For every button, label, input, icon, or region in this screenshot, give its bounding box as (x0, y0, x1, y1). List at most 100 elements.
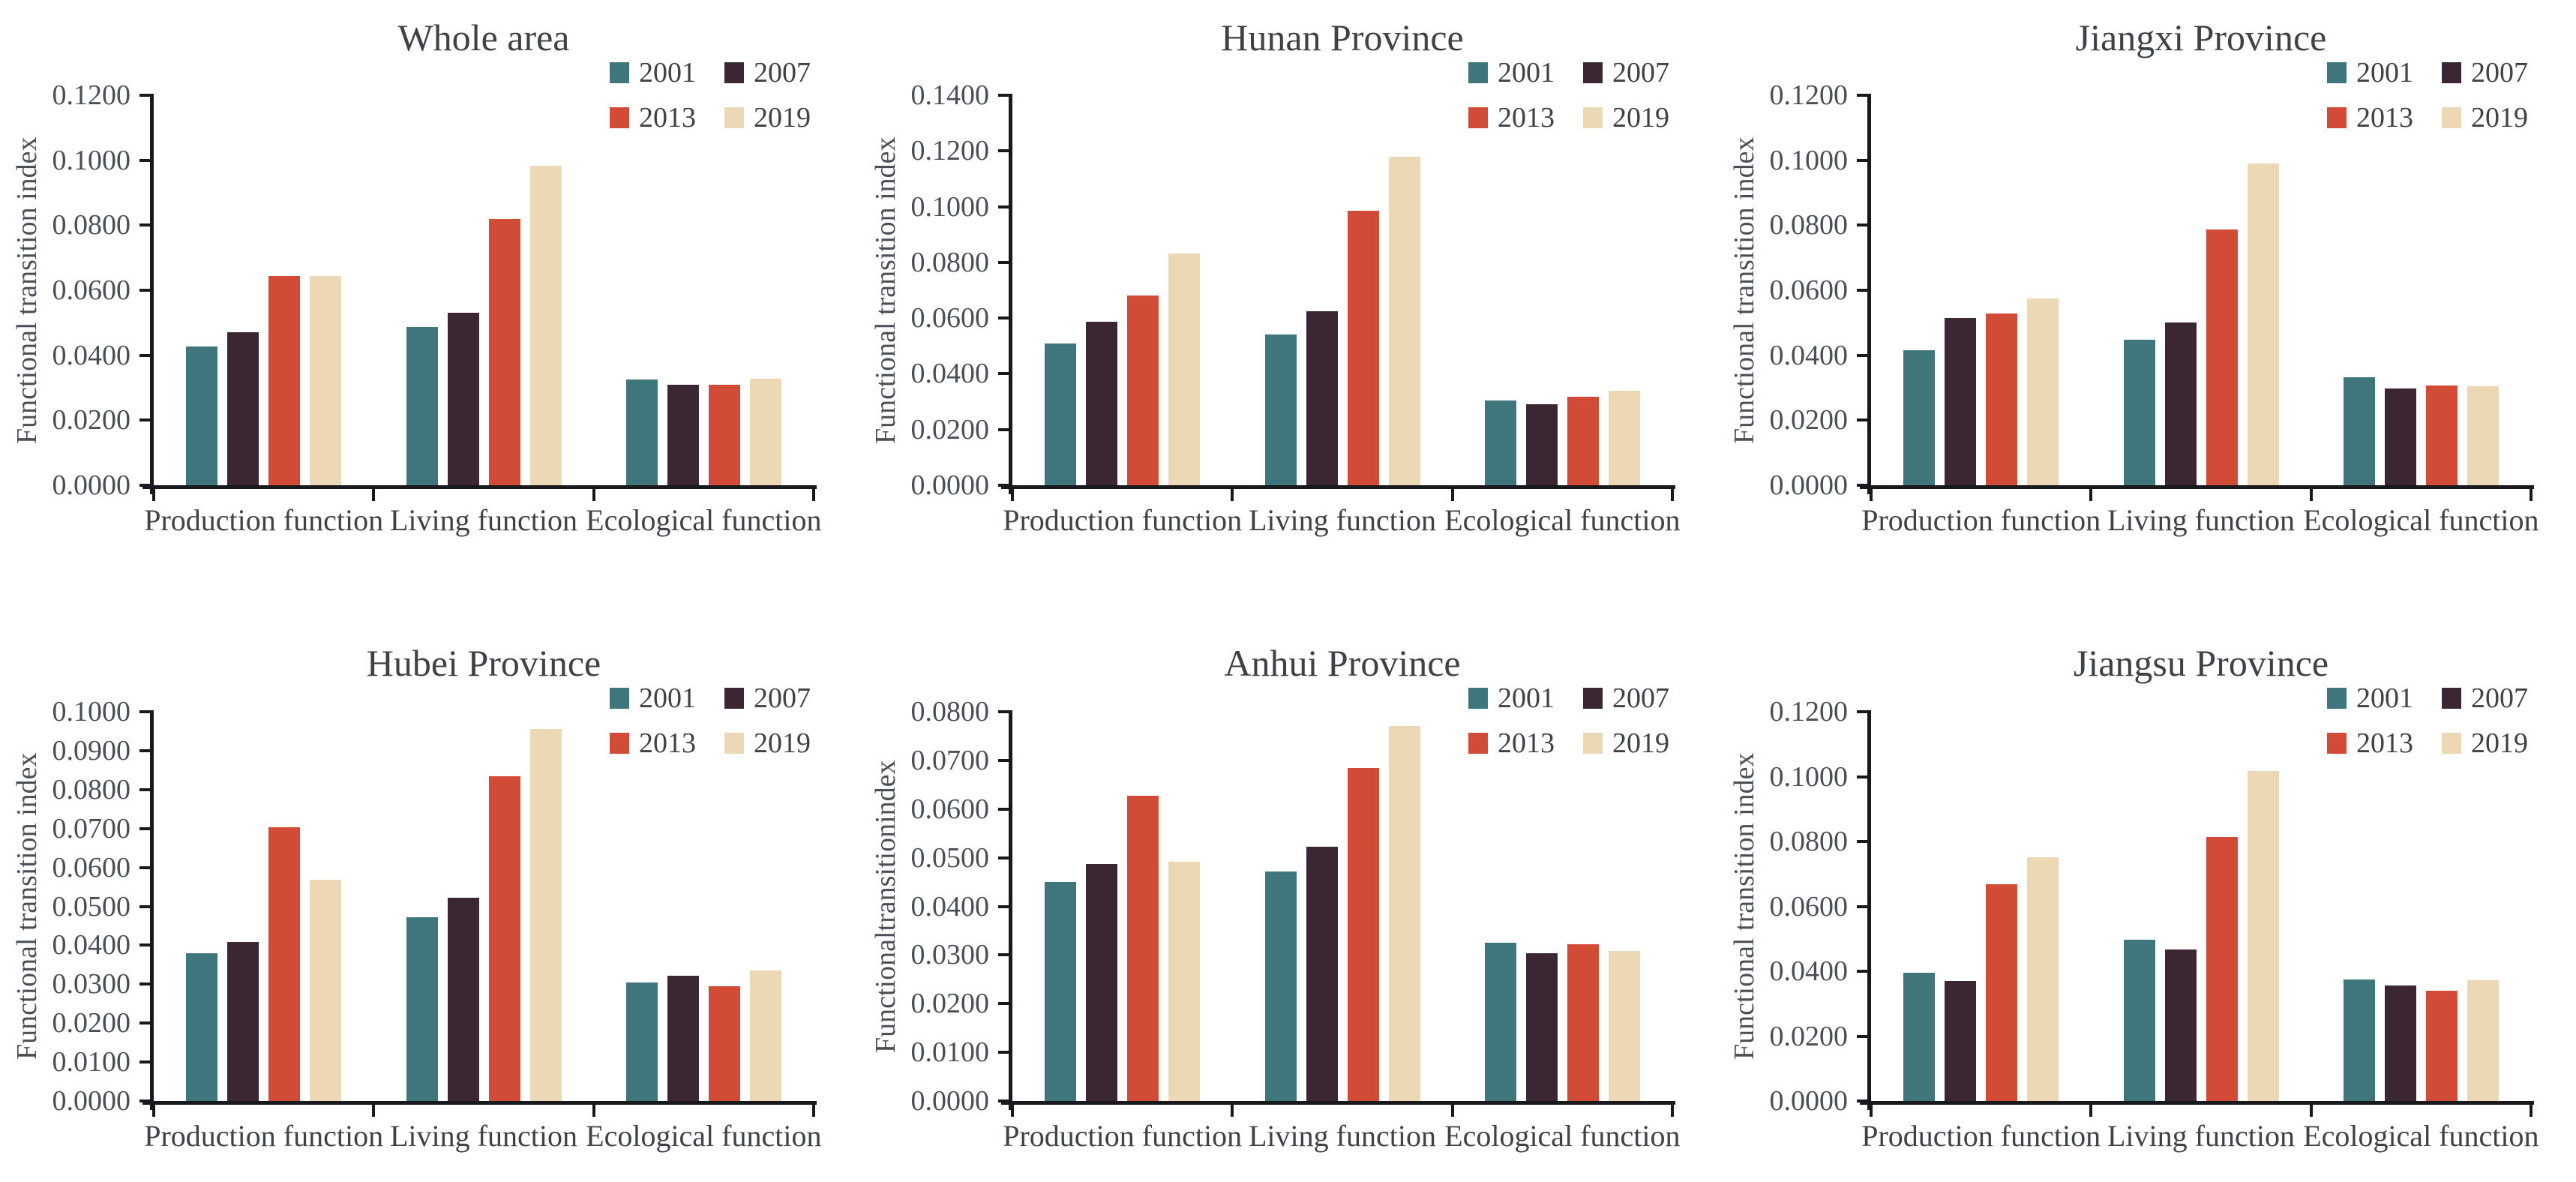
y-tick-label: 0.1000 (52, 144, 131, 176)
legend-label: 2019 (1612, 728, 1669, 759)
legend-label: 2013 (2356, 728, 2413, 759)
legend: 2001 2007 2013 2019 (1468, 682, 1669, 759)
x-tick-mark (812, 1105, 815, 1117)
x-tick-mark (1011, 1105, 1014, 1117)
y-tick-mark (998, 94, 1009, 97)
bar-2007-production-function (1945, 317, 1977, 485)
y-tick-mark (1857, 970, 1867, 973)
bar-2019-production-function (2027, 298, 2059, 485)
y-tick-mark (998, 904, 1009, 908)
y-tick-mark (1857, 224, 1867, 227)
legend-swatch-2007 (1583, 62, 1603, 83)
bar-2007-ecological-function (667, 384, 699, 485)
y-tick-mark (998, 372, 1009, 376)
y-tick-mark (139, 748, 150, 752)
y-tick-label: 0.1200 (1769, 80, 1849, 111)
bar-2013-ecological-function (1567, 944, 1599, 1101)
legend-swatch-2013 (610, 733, 629, 754)
legend-swatch-2007 (724, 688, 744, 709)
x-tick-mark (1671, 1105, 1674, 1117)
legend-swatch-2019 (724, 733, 744, 754)
legend-item-2001: 2001 (2327, 684, 2413, 712)
legend-label: 2001 (2356, 57, 2413, 88)
y-axis-line (1009, 710, 1012, 1110)
bar-2007-production-function (1945, 980, 1977, 1101)
chart-title: Anhui Province (1224, 642, 1461, 684)
y-tick-label: 0.0600 (52, 274, 131, 306)
x-tick-mark (2530, 1105, 2533, 1117)
bar-2001-production-function (1045, 343, 1077, 485)
legend-item-2019: 2019 (1583, 104, 1669, 132)
y-tick-label: 0.0200 (52, 404, 131, 436)
y-tick-label: 0.0800 (910, 696, 990, 728)
legend-swatch-2007 (724, 62, 744, 83)
bar-2019-ecological-function (749, 970, 781, 1101)
bar-2019-production-function (310, 879, 342, 1101)
x-category-label: Living function (390, 1119, 577, 1153)
y-tick-mark (998, 428, 1009, 431)
bar-2007-living-function (1306, 310, 1338, 485)
y-axis-line (1009, 94, 1012, 494)
bar-2001-living-function (2123, 940, 2155, 1101)
y-tick-mark (1857, 289, 1867, 292)
legend-item-2019: 2019 (2442, 729, 2528, 758)
bar-2013-production-function (1127, 296, 1159, 485)
y-tick-label: 0.0800 (1769, 209, 1849, 242)
y-tick-label: 0.0200 (1769, 1020, 1849, 1052)
y-tick-label: 0.0700 (52, 812, 131, 844)
y-tick-label: 0.0400 (910, 358, 990, 390)
x-tick-mark (1011, 489, 1014, 501)
bar-2013-ecological-function (1567, 396, 1599, 485)
legend-item-2013: 2013 (1468, 729, 1555, 758)
bar-2019-production-function (1168, 253, 1201, 485)
bar-2001-living-function (2123, 339, 2155, 485)
y-tick-label: 0.0300 (52, 968, 131, 1000)
y-tick-label: 0.0600 (1769, 890, 1849, 922)
x-category-label: Living function (390, 503, 577, 537)
x-tick-mark (1870, 489, 1873, 501)
y-tick-label: 0.1400 (910, 80, 990, 111)
x-tick-mark (1671, 489, 1674, 501)
bar-2007-living-function (2164, 322, 2197, 485)
legend-item-2019: 2019 (724, 729, 811, 758)
y-tick-label: 0.0800 (52, 209, 131, 242)
x-tick-mark (152, 1105, 155, 1117)
legend-swatch-2019 (1583, 733, 1603, 754)
bar-2001-ecological-function (2343, 377, 2375, 485)
legend-item-2007: 2007 (1583, 682, 1669, 714)
y-tick-label: 0.1200 (52, 80, 131, 111)
legend: 2001 2007 2013 2019 (1468, 57, 1669, 132)
y-tick-label: 0.0800 (52, 773, 131, 806)
legend-label: 2007 (1612, 682, 1669, 714)
x-category-label: Production function (1861, 503, 2101, 537)
y-tick-label: 0.0800 (910, 246, 990, 278)
x-axis-line (142, 1101, 817, 1105)
bar-2013-living-function (488, 776, 520, 1101)
x-tick-mark (1231, 489, 1234, 501)
legend-swatch-2007 (1583, 688, 1603, 709)
bar-2013-production-function (1986, 884, 2018, 1101)
y-tick-label: 0.0500 (910, 842, 990, 874)
y-tick-mark (998, 758, 1009, 762)
y-tick-mark (998, 260, 1009, 264)
y-tick-mark (1857, 353, 1867, 357)
y-tick-mark (139, 788, 150, 791)
legend-item-2007: 2007 (724, 684, 811, 712)
x-category-label: Living function (1249, 1119, 1436, 1153)
bar-2001-ecological-function (1484, 400, 1516, 485)
y-tick-label: 0.0000 (1769, 470, 1849, 501)
y-tick-mark (139, 289, 150, 292)
bar-2007-ecological-function (1525, 404, 1558, 485)
bar-2007-living-function (447, 897, 479, 1101)
bar-2013-living-function (2206, 229, 2238, 485)
x-tick-mark (1450, 489, 1454, 501)
y-tick-label: 0.1200 (1769, 696, 1849, 728)
y-axis-line (1867, 94, 1871, 494)
y-tick-mark (139, 158, 150, 162)
legend-label: 2001 (1498, 57, 1555, 88)
y-tick-mark (1857, 1034, 1867, 1038)
y-tick-label: 0.0000 (910, 1085, 990, 1117)
bar-2007-production-function (227, 941, 259, 1101)
legend: 2001 2007 2013 2019 (2327, 684, 2528, 759)
